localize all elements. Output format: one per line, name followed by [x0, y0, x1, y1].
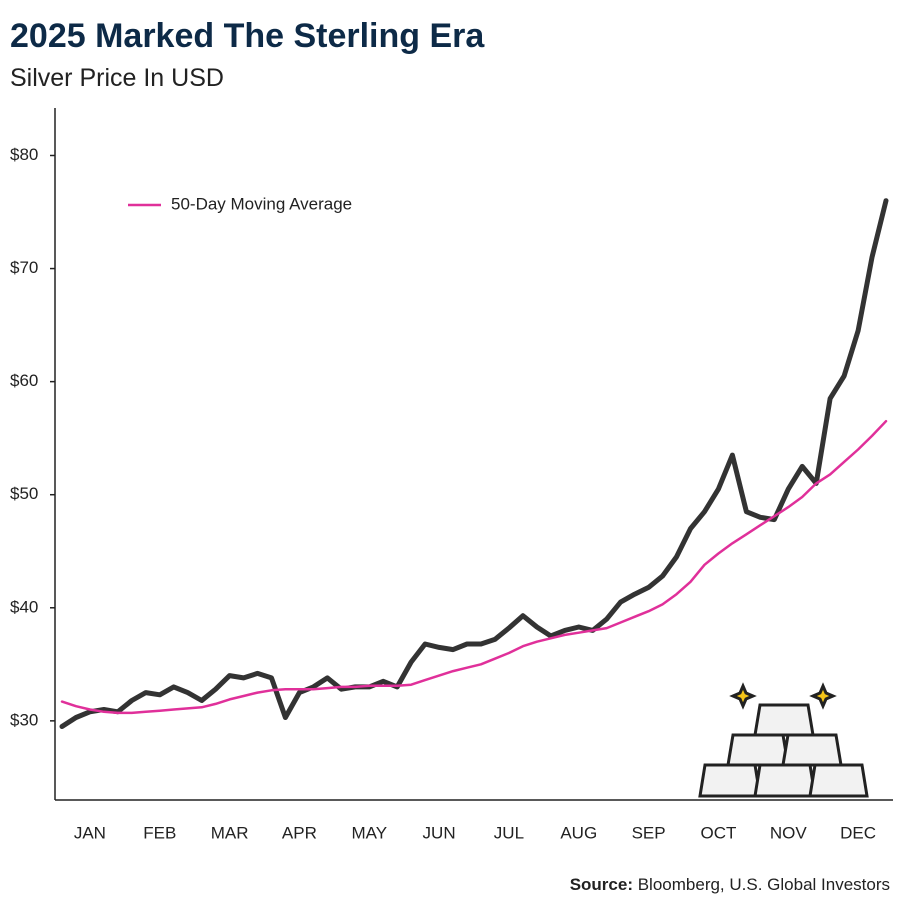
x-tick-label: MAY [351, 823, 387, 842]
x-tick-label: JUN [423, 823, 456, 842]
source-label: Source: [570, 875, 633, 894]
x-tick-label: JUL [494, 823, 524, 842]
y-tick-label: $40 [10, 597, 38, 616]
chart-title: 2025 Marked The Sterling Era [10, 17, 485, 55]
x-tick-label: SEP [632, 823, 666, 842]
x-tick-label: OCT [700, 823, 736, 842]
y-tick-label: $50 [10, 484, 38, 503]
x-tick-label: AUG [560, 823, 597, 842]
chart-subtitle: Silver Price In USD [10, 64, 224, 92]
series-line [60, 419, 888, 715]
y-tick-label: $60 [10, 371, 38, 390]
series-line [59, 198, 889, 729]
legend-label: 50-Day Moving Average [171, 194, 352, 213]
x-tick-label: FEB [143, 823, 176, 842]
source-note: Source: Bloomberg, U.S. Global Investors [570, 875, 890, 894]
y-tick-label: $30 [10, 710, 38, 729]
x-tick-label: APR [282, 823, 317, 842]
x-tick-label: NOV [770, 823, 808, 842]
y-tick-label: $80 [10, 145, 38, 164]
x-tick-label: DEC [840, 823, 876, 842]
source-text: Bloomberg, U.S. Global Investors [638, 875, 890, 894]
silver-bars-icon [698, 682, 869, 798]
x-tick-label: JAN [74, 823, 106, 842]
x-tick-label: MAR [211, 823, 249, 842]
y-tick-label: $70 [10, 258, 38, 277]
